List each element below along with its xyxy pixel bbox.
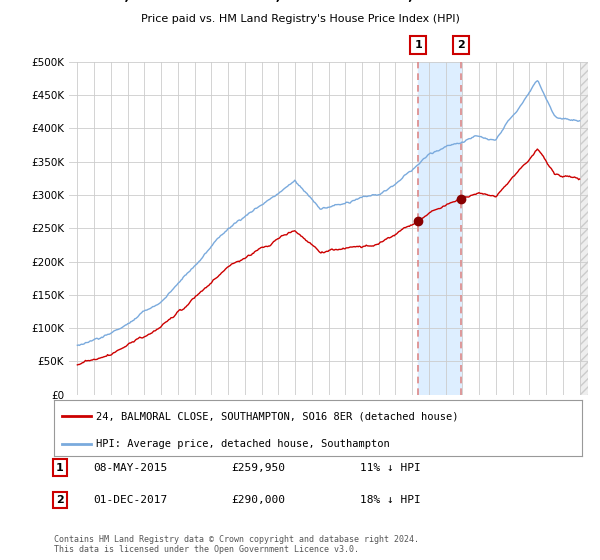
Text: 24, BALMORAL CLOSE, SOUTHAMPTON, SO16 8ER (detached house): 24, BALMORAL CLOSE, SOUTHAMPTON, SO16 8E…: [96, 411, 459, 421]
Text: 18% ↓ HPI: 18% ↓ HPI: [360, 495, 421, 505]
Text: 1: 1: [414, 40, 422, 50]
Text: 1: 1: [56, 463, 64, 473]
Bar: [580, 62, 596, 395]
Text: 24, BALMORAL CLOSE, SOUTHAMPTON, SO16 8ER: 24, BALMORAL CLOSE, SOUTHAMPTON, SO16 8E…: [106, 0, 494, 3]
Text: £290,000: £290,000: [231, 495, 285, 505]
Text: 08-MAY-2015: 08-MAY-2015: [93, 463, 167, 473]
Text: £259,950: £259,950: [231, 463, 285, 473]
Text: Contains HM Land Registry data © Crown copyright and database right 2024.
This d: Contains HM Land Registry data © Crown c…: [54, 535, 419, 554]
Text: 2: 2: [56, 495, 64, 505]
Text: Price paid vs. HM Land Registry's House Price Index (HPI): Price paid vs. HM Land Registry's House …: [140, 14, 460, 24]
Text: 11% ↓ HPI: 11% ↓ HPI: [360, 463, 421, 473]
Text: 01-DEC-2017: 01-DEC-2017: [93, 495, 167, 505]
Text: HPI: Average price, detached house, Southampton: HPI: Average price, detached house, Sout…: [96, 439, 390, 449]
Text: 2: 2: [457, 40, 465, 50]
Bar: [418, 62, 461, 395]
